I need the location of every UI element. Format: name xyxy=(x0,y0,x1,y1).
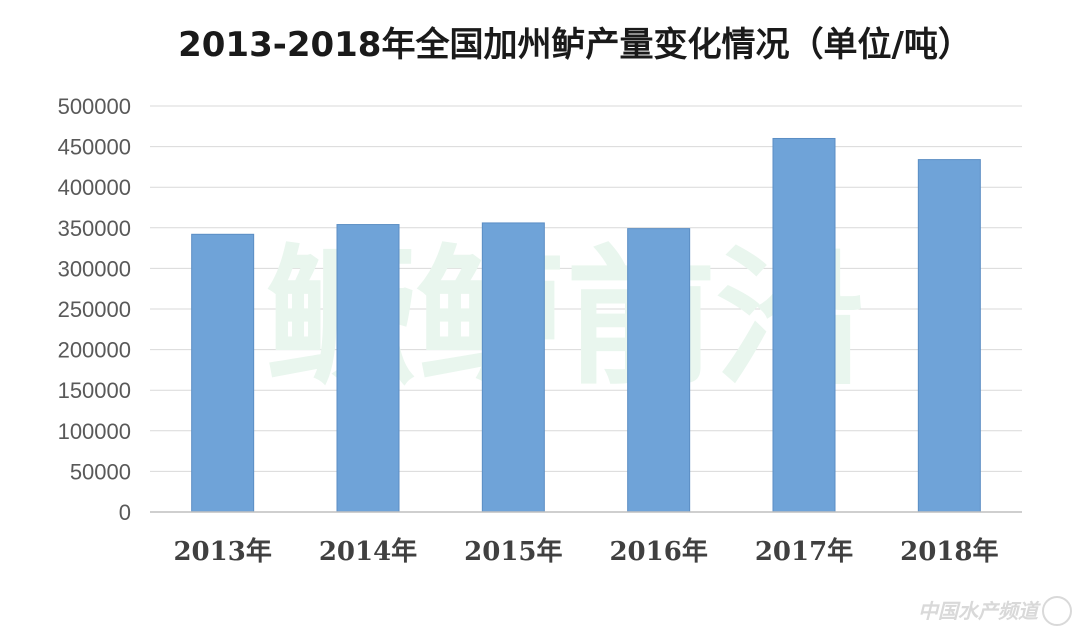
gridlines xyxy=(150,105,1022,472)
x-tick-label: 2015年 xyxy=(464,536,562,567)
bar-2015年 xyxy=(481,222,545,513)
y-tick-label: 400000 xyxy=(58,175,131,200)
y-tick-label: 0 xyxy=(119,500,131,525)
globe-icon xyxy=(1042,596,1072,626)
x-tick-label: 2014年 xyxy=(319,536,417,567)
x-tick-label: 2017年 xyxy=(755,536,853,567)
corner-watermark: 中国水产频道 xyxy=(918,596,1072,626)
x-axis-ticks: 2013年 2014年 2015年 2016年 2017年 2018年 xyxy=(173,536,998,567)
y-tick-label: 450000 xyxy=(58,135,131,160)
bar-2016年 xyxy=(627,228,691,513)
bar-2013年 xyxy=(191,233,255,513)
bars xyxy=(191,137,981,513)
y-tick-label: 300000 xyxy=(58,256,131,281)
y-tick-label: 50000 xyxy=(70,459,131,484)
y-tick-label: 350000 xyxy=(58,216,131,241)
y-tick-label: 200000 xyxy=(58,338,131,363)
y-tick-label: 500000 xyxy=(58,94,131,119)
x-tick-label: 2013年 xyxy=(173,536,271,567)
x-tick-label: 2018年 xyxy=(900,536,998,567)
x-tick-label: 2016年 xyxy=(609,536,707,567)
bar-2017年 xyxy=(772,137,836,513)
y-tick-label: 100000 xyxy=(58,419,131,444)
y-axis-ticks: 0 50000 100000 150000 200000 250000 300000 3500… xyxy=(58,94,131,525)
y-tick-label: 150000 xyxy=(58,378,131,403)
bar-2014年 xyxy=(336,224,400,513)
bar-2018年 xyxy=(917,159,981,513)
y-tick-label: 250000 xyxy=(58,297,131,322)
corner-watermark-text: 中国水产频道 xyxy=(918,599,1041,623)
chart-title: 2013-2018年全国加州鲈产量变化情况（单位/吨） xyxy=(178,25,972,65)
